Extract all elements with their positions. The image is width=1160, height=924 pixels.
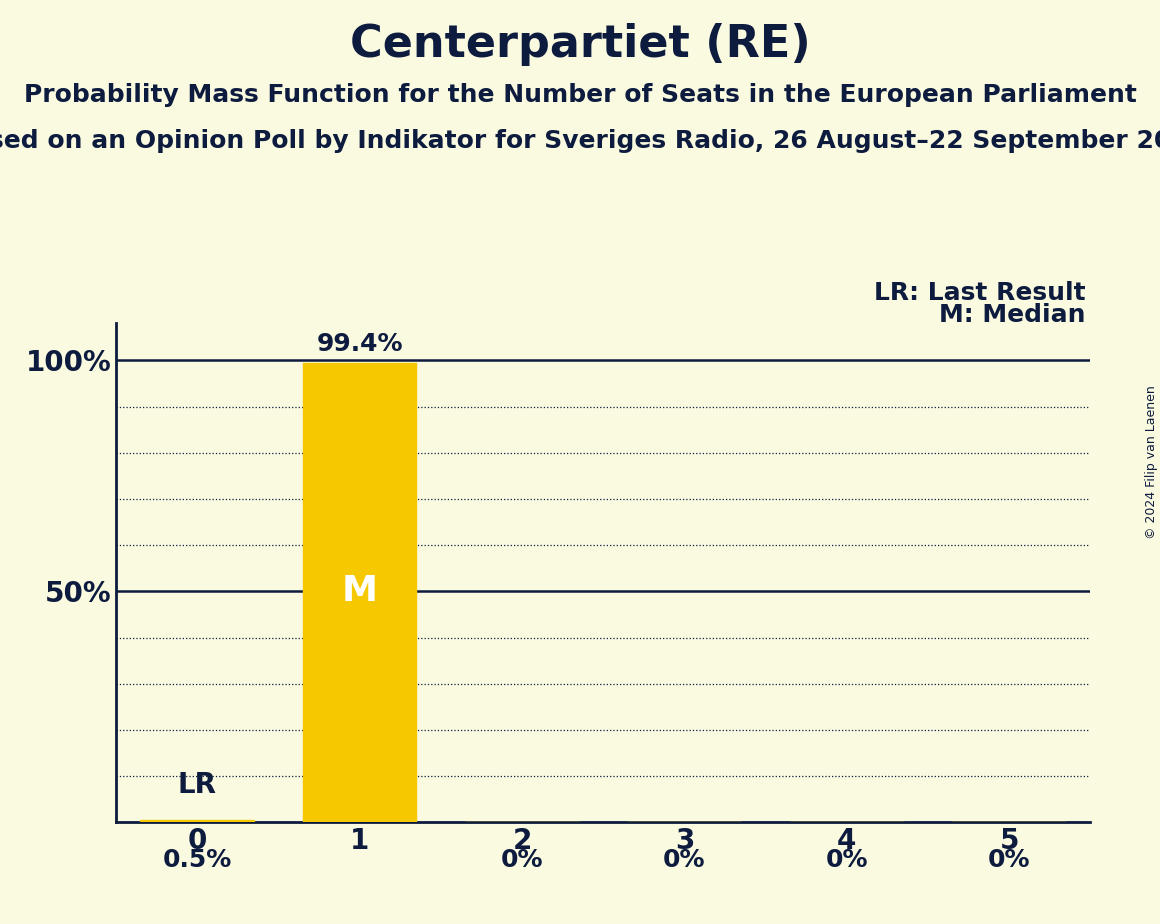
Text: 0%: 0% <box>988 848 1030 871</box>
Text: © 2024 Filip van Laenen: © 2024 Filip van Laenen <box>1145 385 1159 539</box>
Text: M: M <box>341 575 378 608</box>
Bar <box>140 821 254 822</box>
Text: 99.4%: 99.4% <box>317 333 403 356</box>
Text: 0%: 0% <box>664 848 705 871</box>
Text: Probability Mass Function for the Number of Seats in the European Parliament: Probability Mass Function for the Number… <box>23 83 1137 107</box>
Text: M: Median: M: Median <box>940 303 1086 327</box>
Text: Centerpartiet (RE): Centerpartiet (RE) <box>349 23 811 67</box>
Text: LR: LR <box>177 772 217 799</box>
Text: Based on an Opinion Poll by Indikator for Sveriges Radio, 26 August–22 September: Based on an Opinion Poll by Indikator fo… <box>0 129 1160 153</box>
Text: LR: Last Result: LR: Last Result <box>873 281 1086 305</box>
Text: 0%: 0% <box>501 848 543 871</box>
Text: 0.5%: 0.5% <box>162 848 232 871</box>
Text: 0%: 0% <box>826 848 868 871</box>
Bar <box>303 363 416 822</box>
